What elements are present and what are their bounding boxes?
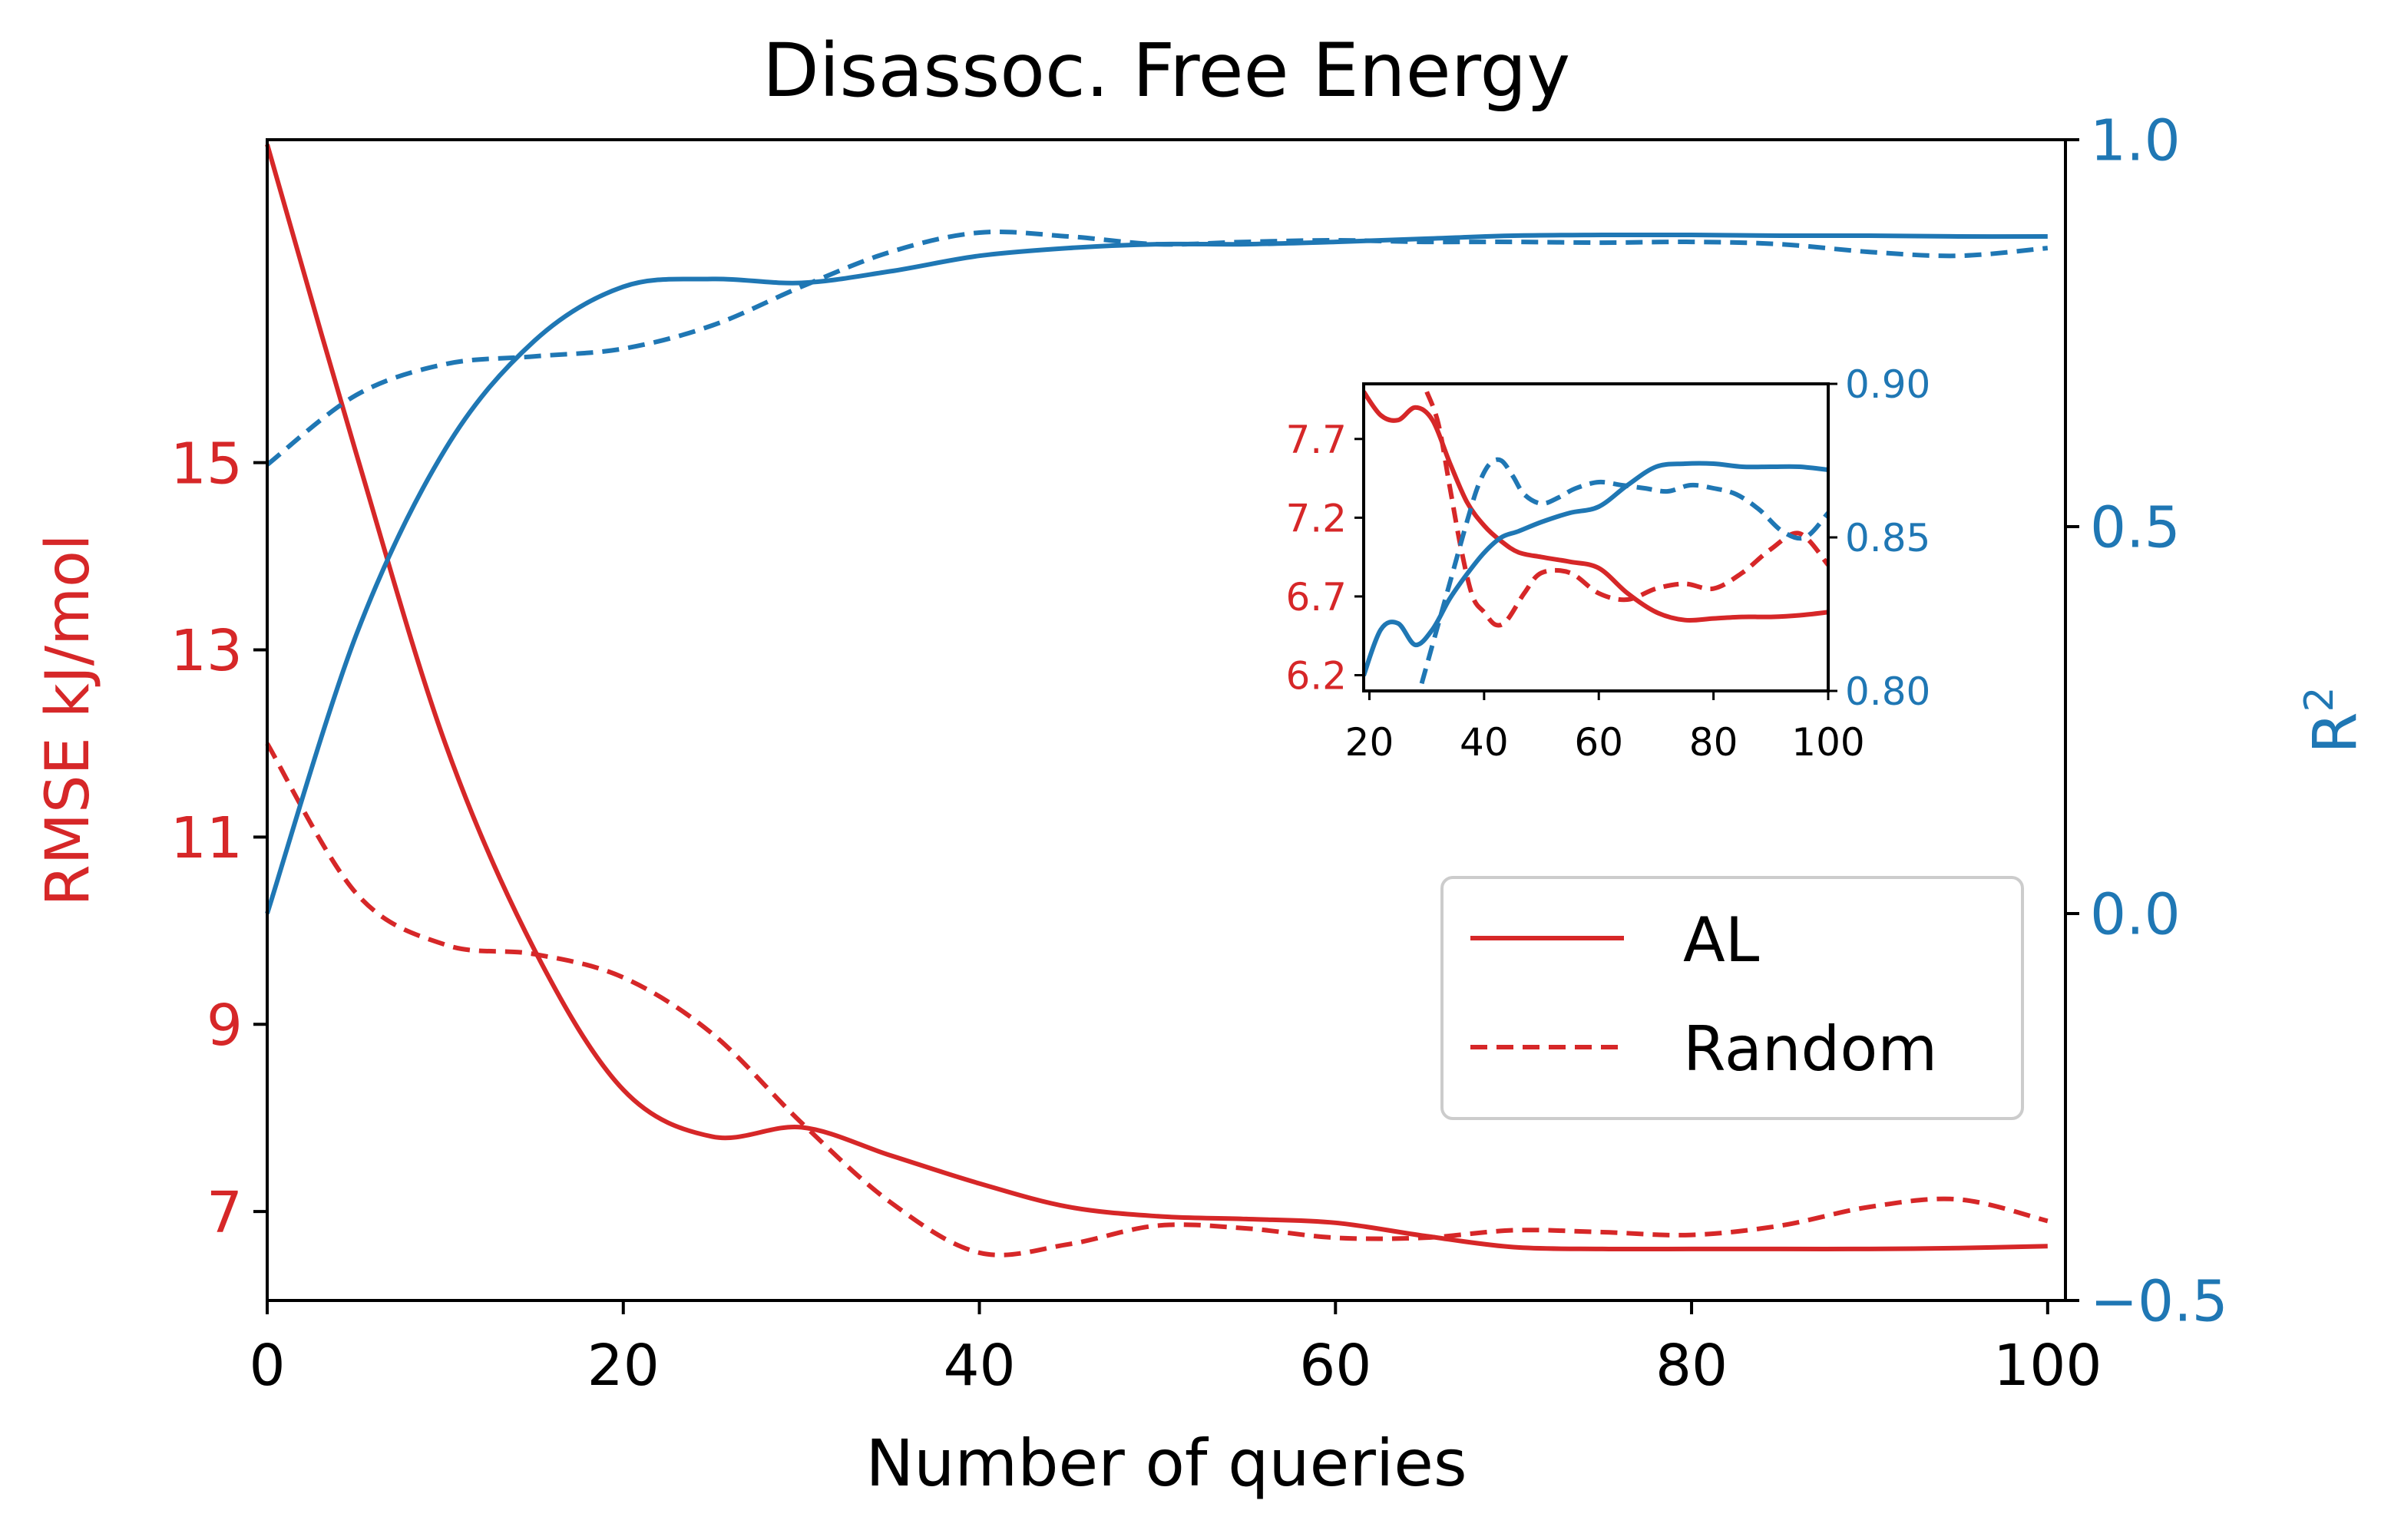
inset-y-right-tick-label: 0.90 <box>1845 362 1930 407</box>
y-axis-right-label: R2 <box>2297 686 2370 753</box>
main-y-left-tick-label: 15 <box>170 431 243 497</box>
main-x-tick-label: 60 <box>1299 1333 1371 1399</box>
legend-random-label: Random <box>1683 1013 1937 1085</box>
main-series-rmse-al-line <box>265 144 2048 1252</box>
inset-x-tick-label: 40 <box>1460 720 1509 765</box>
inset-x-tick-label: 100 <box>1791 720 1864 765</box>
main-plot-frame <box>266 138 2067 1302</box>
main-y-left-tick-label: 7 <box>207 1180 243 1246</box>
inset-x-tick-label: 60 <box>1574 720 1623 765</box>
x-axis-label: Number of queries <box>865 1426 1467 1501</box>
main-series-r2-random-line <box>266 229 2049 467</box>
inset-y-right-tick-label: 0.85 <box>1845 516 1930 560</box>
inset-y-left-tick-label: 6.7 <box>1285 575 1347 620</box>
main-y-right-tick-label: 1.0 <box>2090 108 2181 174</box>
main-y-right-tick-label: 0.0 <box>2090 882 2181 948</box>
inset-x-tick-label: 80 <box>1689 720 1738 765</box>
y-axis-left-label: RMSE kJ/mol <box>34 534 103 907</box>
inset-y-right-tick-label: 0.80 <box>1845 669 1930 714</box>
main-series-rmse-random-line <box>265 742 2049 1257</box>
inset-x-ticks: 20 40 60 80 100 <box>1345 691 1865 765</box>
main-y-left-ticks: 7 9 11 13 15 <box>170 431 267 1246</box>
inset-y-right-ticks: 0.80 0.85 0.90 <box>1828 362 1930 714</box>
y-axis-right-label-superscript: 2 <box>2297 686 2343 712</box>
inset-y-left-tick-label: 6.2 <box>1285 653 1347 698</box>
inset-series-r2-random-line <box>1417 457 1828 691</box>
main-x-tick-label: 40 <box>943 1333 1015 1399</box>
inset-curves <box>1364 390 1828 691</box>
inset-series-r2-al-line <box>1364 461 1828 677</box>
legend: AL Random <box>1440 876 2024 1120</box>
chart-title: Disassoc. Free Energy <box>762 28 1570 114</box>
main-y-right-tick-label: −0.5 <box>2090 1269 2228 1335</box>
main-curves <box>265 144 2049 1257</box>
inset-background <box>1364 384 1828 691</box>
inset-y-left-tick-label: 7.2 <box>1285 496 1347 540</box>
legend-al-label: AL <box>1683 904 1760 976</box>
inset-x-tick-label: 20 <box>1345 720 1394 765</box>
inset-chart: 20 40 60 80 100 6.2 6.7 7.2 7.7 0.80 0.85 0.90 <box>1285 362 1930 765</box>
y-axis-right-label-base: R <box>2301 712 2370 753</box>
main-chart: Disassoc. Free Energy 0 20 40 60 80 100 7 9 11 1… <box>34 28 2370 1501</box>
main-y-left-tick-label: 9 <box>207 993 243 1059</box>
main-x-tick-label: 0 <box>249 1333 285 1399</box>
main-x-tick-label: 80 <box>1655 1333 1728 1399</box>
main-y-right-ticks: −0.5 0.0 0.5 1.0 <box>2065 108 2228 1335</box>
inset-y-left-tick-label: 7.7 <box>1285 418 1347 462</box>
main-series-r2-al-line <box>265 232 2048 914</box>
main-x-tick-label: 20 <box>587 1333 660 1399</box>
inset-series-rmse-al-line <box>1364 390 1828 623</box>
main-x-ticks: 0 20 40 60 80 100 <box>249 1300 2102 1399</box>
main-x-tick-label: 100 <box>1993 1333 2102 1399</box>
main-y-right-tick-label: 0.5 <box>2090 495 2181 561</box>
inset-y-left-ticks: 6.2 6.7 7.2 7.7 <box>1285 418 1364 698</box>
main-y-left-tick-label: 11 <box>170 805 243 871</box>
main-y-left-tick-label: 13 <box>170 618 243 684</box>
